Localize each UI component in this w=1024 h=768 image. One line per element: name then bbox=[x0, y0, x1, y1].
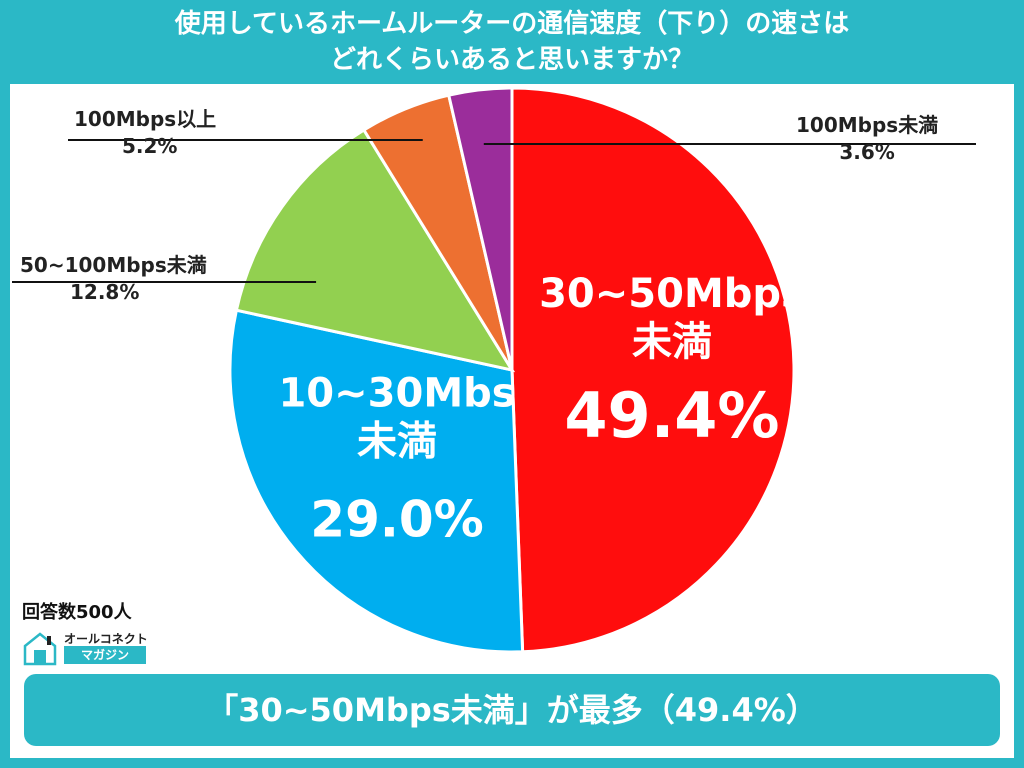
logo-text-bottom: マガジン bbox=[64, 646, 146, 664]
brand-logo: オールコネクト マガジン bbox=[22, 630, 162, 666]
logo-text-top: オールコネクト bbox=[64, 632, 148, 646]
pie-slice-0 bbox=[510, 86, 796, 654]
label-name: 50~100Mbps未満 bbox=[20, 253, 207, 277]
pie-slice-4 bbox=[446, 86, 514, 371]
label-pct: 3.6% bbox=[839, 140, 895, 164]
label-100mbps-over: 100Mbps以上 5.2% bbox=[74, 106, 216, 160]
label-100mbps-under: 100Mbps未満 3.6% bbox=[796, 112, 938, 166]
pie-slice-2 bbox=[234, 127, 516, 373]
label-pct: 5.2% bbox=[122, 134, 178, 158]
chart-title: 使用しているホームルーターの通信速度（下り）の速さは どれくらいあると思いますか… bbox=[0, 0, 1024, 84]
summary-banner: 「30~50Mbps未満」が最多（49.4%） bbox=[24, 674, 1000, 746]
title-line-2: どれくらいあると思いますか？ bbox=[329, 45, 694, 75]
house-icon bbox=[23, 632, 57, 666]
title-line-1: 使用しているホームルーターの通信速度（下り）の速さは bbox=[174, 9, 850, 39]
chart-panel: 30~50Mbps 未満 49.4% 10~30Mbs 未満 29.0% 100Mbps以… bbox=[10, 84, 1014, 758]
slice-label-1: 10~30Mbs 未満 29.0% bbox=[278, 370, 515, 548]
label-name: 100Mbps未満 bbox=[796, 113, 939, 137]
label-name: 100Mbps以上 bbox=[74, 107, 217, 131]
label-50-100mbps: 50~100Mbps未満 12.8% bbox=[20, 252, 207, 306]
slice-label-0: 30~50Mbps 未満 49.4% bbox=[539, 271, 805, 452]
pie-chart: 30~50Mbps 未満 49.4%10~30Mbs 未満 29.0% bbox=[12, 86, 976, 654]
pie-slice-1 bbox=[228, 308, 525, 654]
respondent-count: 回答数500人 bbox=[22, 602, 132, 623]
label-pct: 12.8% bbox=[70, 280, 140, 304]
